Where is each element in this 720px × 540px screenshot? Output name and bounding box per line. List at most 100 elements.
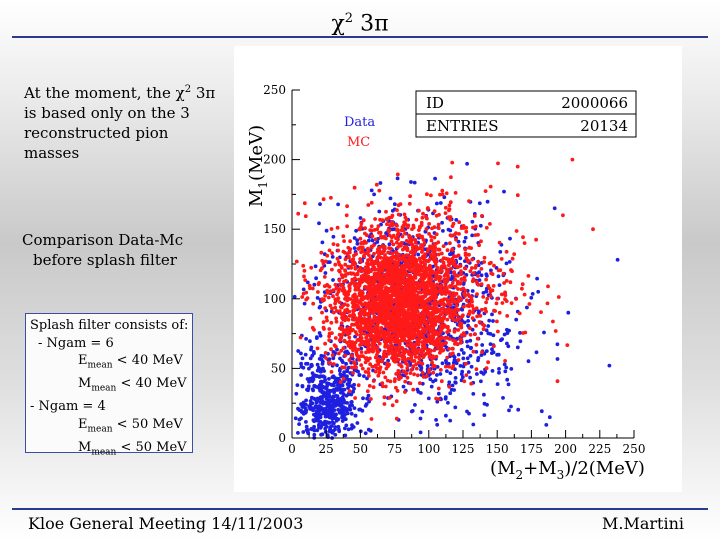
- data-point: [440, 220, 444, 225]
- mc-point: [368, 319, 373, 324]
- mc-point: [407, 201, 412, 206]
- data-point: [332, 383, 336, 388]
- mc-point: [348, 239, 352, 244]
- data-point: [311, 388, 315, 393]
- mc-point: [510, 256, 515, 261]
- data-point: [336, 202, 340, 207]
- mc-point: [403, 215, 408, 220]
- mc-point: [407, 268, 412, 272]
- data-point: [440, 361, 445, 366]
- mc-point: [479, 267, 484, 271]
- mc-point: [407, 233, 411, 238]
- mc-point: [296, 211, 301, 216]
- mc-point: [406, 350, 411, 354]
- mc-point: [320, 266, 324, 271]
- mc-point: [477, 320, 482, 324]
- mc-point: [399, 255, 404, 260]
- top-rule: [12, 36, 708, 38]
- mc-point: [303, 278, 308, 282]
- mc-point: [402, 220, 407, 225]
- data-point: [544, 423, 549, 427]
- mc-point: [419, 235, 423, 240]
- mc-point: [429, 340, 433, 344]
- mc-point: [387, 272, 392, 277]
- mc-point: [421, 355, 426, 360]
- mc-point: [343, 302, 347, 307]
- mc-point: [424, 351, 428, 356]
- data-point: [346, 386, 350, 390]
- mc-point: [475, 336, 480, 341]
- data-point: [312, 282, 317, 287]
- mc-point: [366, 370, 371, 375]
- mc-point: [514, 229, 519, 233]
- splash-emean-2: Emean < 50 MeV: [78, 416, 183, 435]
- data-point: [294, 391, 299, 396]
- mc-point: [440, 269, 444, 274]
- mc-point: [405, 375, 410, 380]
- data-point: [350, 403, 354, 408]
- mc-point: [449, 308, 454, 313]
- mc-point: [367, 253, 371, 257]
- mc-point: [428, 297, 432, 302]
- mc-point: [364, 269, 369, 273]
- data-point: [335, 394, 340, 398]
- mc-point: [323, 351, 328, 355]
- mc-point: [353, 287, 358, 292]
- mc-point: [454, 237, 458, 242]
- data-point: [304, 398, 308, 403]
- mc-point: [424, 227, 429, 231]
- mc-point: [413, 307, 417, 312]
- splash-mmean-1: Mmean < 40 MeV: [78, 376, 187, 394]
- mc-point: [435, 301, 439, 306]
- mc-point: [437, 247, 442, 252]
- mc-point: [445, 257, 450, 262]
- mc-point: [424, 286, 428, 290]
- mc-point: [428, 329, 433, 334]
- data-point: [453, 405, 458, 410]
- y-tick-label: 50: [271, 361, 286, 375]
- mc-point: [459, 277, 464, 282]
- mc-point: [385, 300, 390, 305]
- mc-point: [401, 297, 406, 302]
- data-point: [518, 331, 522, 335]
- mc-point: [301, 263, 306, 268]
- mc-point: [441, 244, 446, 249]
- mc-point: [423, 262, 427, 267]
- mc-point: [383, 375, 388, 380]
- mc-point: [363, 307, 368, 311]
- data-point: [305, 280, 310, 285]
- mc-point: [405, 296, 409, 301]
- mc-point: [395, 172, 400, 177]
- data-point: [365, 396, 369, 401]
- mc-point: [475, 314, 479, 319]
- data-point: [505, 327, 509, 332]
- x-tick-label: 150: [486, 442, 509, 456]
- mc-point: [371, 311, 375, 315]
- data-point: [314, 276, 318, 281]
- mc-point: [412, 346, 417, 351]
- mc-point: [526, 274, 531, 278]
- mc-point: [453, 342, 457, 346]
- mc-point: [356, 269, 361, 273]
- mc-point: [308, 286, 312, 291]
- mc-point: [456, 358, 461, 362]
- data-point: [536, 289, 541, 294]
- mc-point: [449, 175, 453, 180]
- legend-data: Data: [344, 115, 375, 130]
- data-point: [366, 238, 371, 243]
- data-point: [328, 425, 333, 430]
- mc-point: [383, 253, 387, 257]
- mc-point: [328, 303, 333, 308]
- mc-point: [380, 359, 385, 364]
- data-point: [340, 419, 345, 423]
- mc-point: [426, 333, 431, 337]
- mc-point: [451, 261, 455, 266]
- data-point: [390, 208, 395, 213]
- mc-point: [431, 269, 435, 274]
- mc-point: [476, 282, 481, 287]
- data-point: [378, 181, 383, 185]
- data-point: [354, 228, 358, 233]
- mc-point: [369, 258, 374, 263]
- mc-point: [481, 295, 486, 299]
- mc-point: [387, 332, 392, 337]
